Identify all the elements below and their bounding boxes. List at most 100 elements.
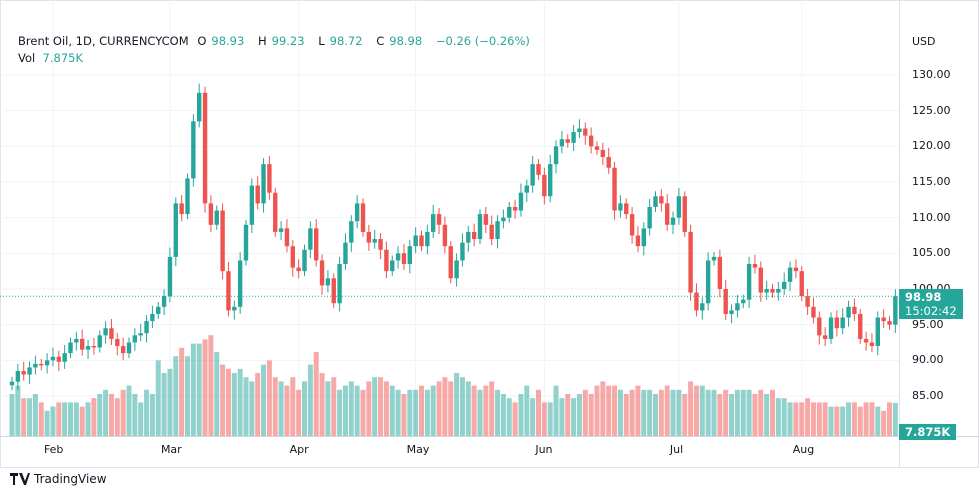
volume-bar bbox=[606, 385, 612, 436]
volume-bar bbox=[559, 398, 565, 436]
candle bbox=[793, 259, 799, 279]
candle-body bbox=[705, 260, 711, 304]
volume-bar bbox=[208, 335, 214, 436]
volume-bar bbox=[793, 402, 799, 436]
candle bbox=[80, 329, 85, 356]
candle-body bbox=[419, 235, 424, 247]
volume-bar bbox=[419, 385, 424, 436]
candle bbox=[296, 259, 301, 279]
candle bbox=[360, 198, 366, 237]
candle bbox=[39, 358, 44, 371]
candle-body bbox=[62, 353, 67, 362]
candle-body bbox=[109, 328, 114, 339]
volume-bar bbox=[237, 368, 243, 436]
tradingview-logo[interactable]: TradingView bbox=[10, 472, 107, 486]
candle-body bbox=[378, 239, 383, 250]
volume-bar bbox=[617, 389, 623, 436]
candle-body bbox=[536, 164, 541, 175]
candle-body bbox=[629, 214, 635, 236]
candle bbox=[249, 178, 255, 233]
candle-body bbox=[606, 157, 611, 168]
volume-bar bbox=[126, 385, 132, 436]
last-price: 98.98 bbox=[905, 290, 942, 304]
candle-body bbox=[56, 356, 61, 362]
candle-body bbox=[694, 292, 699, 311]
volume-bar bbox=[161, 373, 167, 436]
high-value: H 99.23 bbox=[257, 34, 305, 48]
candle bbox=[237, 252, 243, 314]
candle-body bbox=[852, 306, 857, 314]
volume-bar bbox=[325, 381, 331, 436]
volume-bar bbox=[56, 402, 62, 436]
candle bbox=[343, 233, 348, 271]
candle bbox=[395, 246, 401, 269]
candle-body bbox=[787, 267, 793, 282]
candle bbox=[390, 255, 395, 277]
candle bbox=[863, 331, 869, 351]
candle bbox=[723, 279, 728, 321]
candle-body bbox=[103, 328, 108, 336]
candle bbox=[185, 173, 190, 220]
candle bbox=[354, 195, 360, 229]
symbol-title[interactable]: Brent Oil, 1D, CURRENCYCOM bbox=[18, 34, 189, 48]
price-tick: 120.00 bbox=[912, 139, 951, 153]
volume-bar bbox=[302, 381, 307, 436]
candle-body bbox=[846, 306, 851, 318]
candle bbox=[226, 261, 231, 317]
candle-body bbox=[290, 246, 295, 268]
candle-body bbox=[676, 196, 682, 218]
candle-body bbox=[156, 306, 161, 314]
candle bbox=[553, 140, 559, 174]
volume-bar bbox=[348, 381, 354, 436]
candle bbox=[120, 337, 126, 361]
candle bbox=[273, 187, 278, 237]
candle-body bbox=[337, 264, 342, 304]
candle bbox=[278, 221, 284, 241]
volume-bar bbox=[132, 394, 138, 436]
candle bbox=[150, 305, 155, 329]
candle bbox=[214, 205, 219, 230]
candle-body bbox=[822, 335, 828, 339]
volume-bar bbox=[149, 394, 155, 436]
candle-body bbox=[261, 164, 266, 204]
currency-label[interactable]: USD bbox=[912, 35, 936, 48]
candle-body bbox=[366, 231, 372, 243]
volume-bar bbox=[699, 385, 705, 436]
candle bbox=[758, 261, 763, 302]
time-tick: Feb bbox=[43, 443, 64, 456]
candle bbox=[594, 141, 600, 155]
volume-bar bbox=[799, 402, 805, 436]
candle-body bbox=[688, 231, 693, 293]
candle bbox=[822, 327, 828, 347]
candle bbox=[331, 273, 336, 309]
candle-body bbox=[653, 196, 658, 207]
candle-body bbox=[74, 338, 79, 343]
candle-body bbox=[559, 139, 565, 147]
candle bbox=[501, 209, 506, 229]
candle-body bbox=[746, 264, 752, 300]
volume-bar bbox=[723, 389, 729, 436]
volume-bar bbox=[342, 385, 348, 436]
volume-bar bbox=[851, 402, 857, 436]
volume-bar bbox=[114, 398, 120, 436]
volume-bar bbox=[647, 389, 653, 436]
volume-legend: Vol 7.875K bbox=[18, 51, 83, 65]
last-price-badge: 98.98 15:02:42 bbox=[899, 289, 963, 319]
candle-body bbox=[331, 278, 336, 304]
candle bbox=[682, 191, 687, 237]
candle bbox=[507, 201, 512, 223]
volume-bar bbox=[44, 410, 50, 436]
candle-body bbox=[15, 371, 21, 382]
candle-body bbox=[553, 146, 559, 165]
volume-bar bbox=[465, 381, 471, 436]
candle bbox=[401, 244, 407, 271]
candle-body bbox=[249, 185, 255, 225]
volume-bar bbox=[97, 394, 103, 436]
volume-bar bbox=[372, 377, 378, 436]
low-value: L 98.72 bbox=[318, 34, 363, 48]
candle bbox=[852, 298, 857, 322]
candle bbox=[881, 309, 886, 329]
candle bbox=[74, 331, 79, 351]
candle-body bbox=[214, 210, 219, 225]
